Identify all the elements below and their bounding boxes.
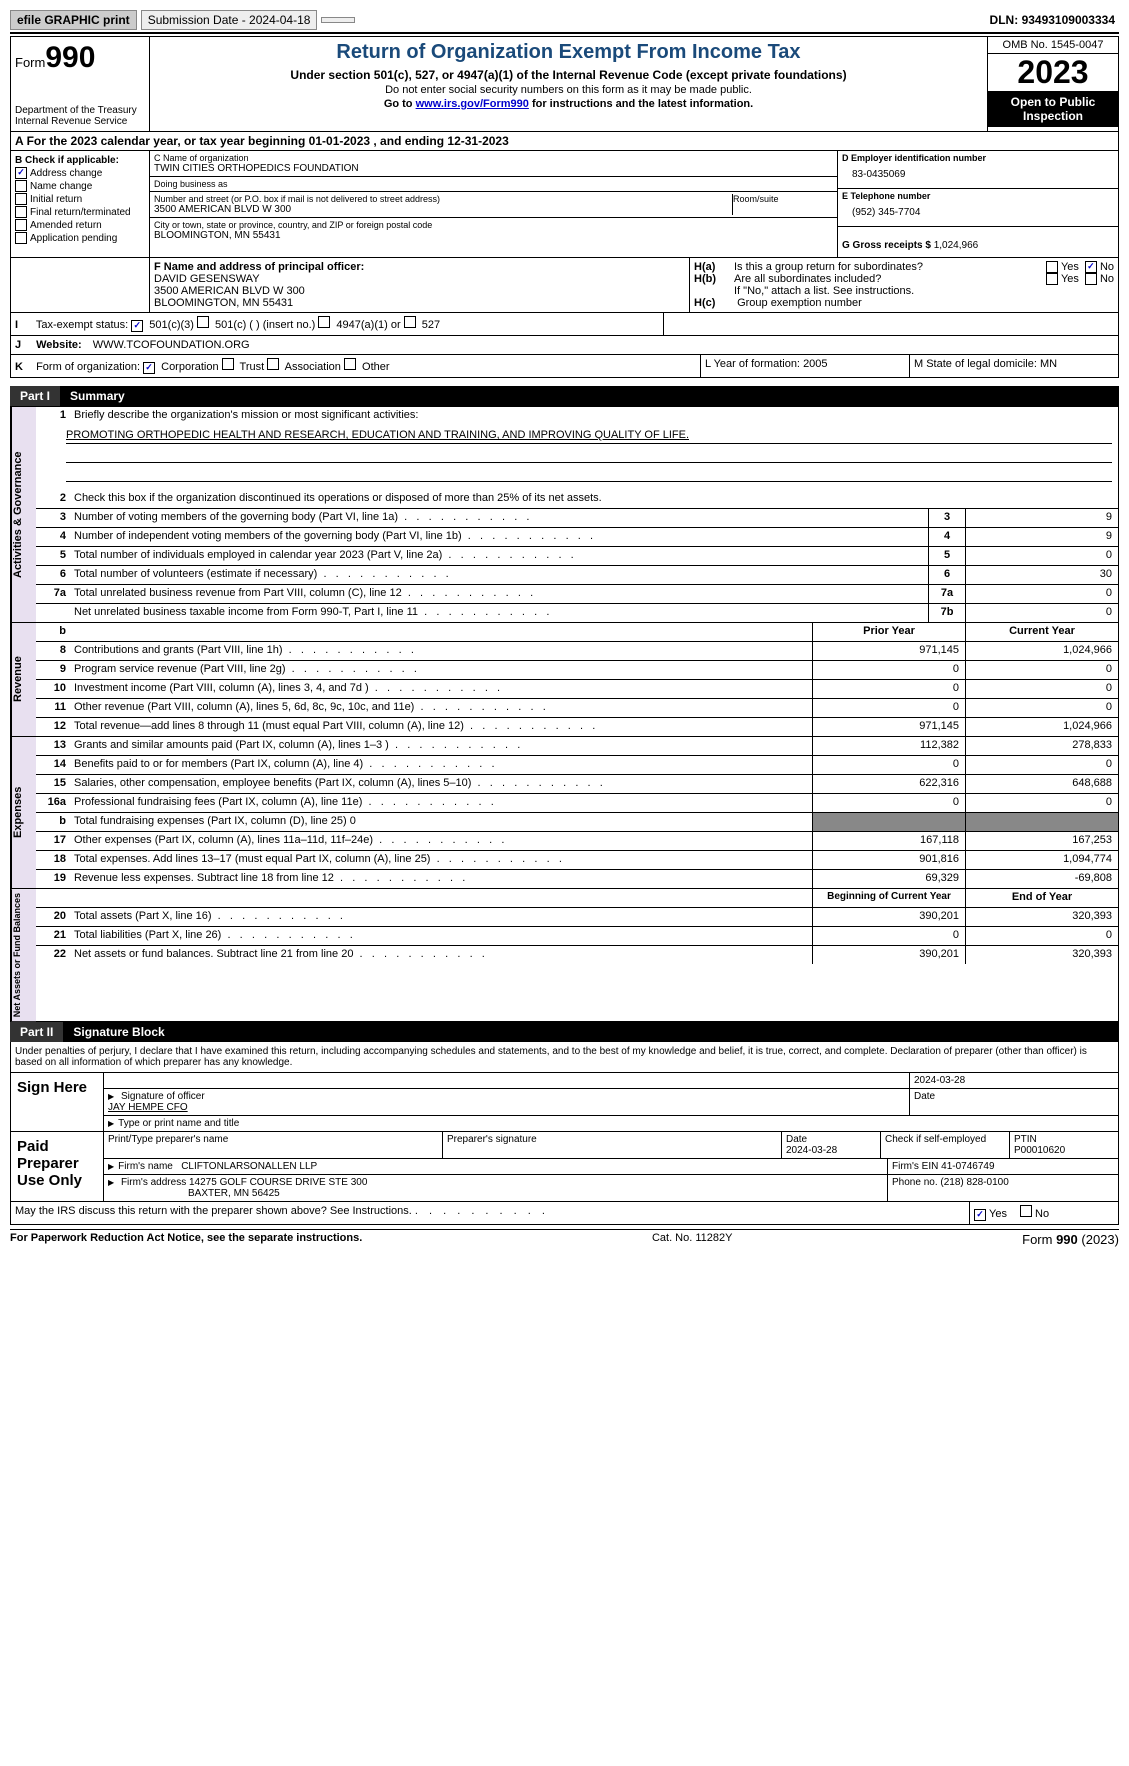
instructions-note: Go to www.irs.gov/Form990 for instructio…: [154, 98, 983, 110]
table-row: 17Other expenses (Part IX, column (A), l…: [36, 832, 1118, 851]
website-row: J Website: WWW.TCOFOUNDATION.ORG: [10, 336, 1119, 355]
checkbox-row: Address change: [15, 167, 145, 179]
table-row: 16aProfessional fundraising fees (Part I…: [36, 794, 1118, 813]
tax-status-checkbox[interactable]: [131, 320, 143, 332]
checkbox-label: Initial return: [30, 194, 82, 205]
table-row: 14Benefits paid to or for members (Part …: [36, 756, 1118, 775]
table-row: 4Number of independent voting members of…: [36, 528, 1118, 547]
discuss-yes-checkbox[interactable]: [974, 1209, 986, 1221]
table-row: 3Number of voting members of the governi…: [36, 509, 1118, 528]
checkbox[interactable]: [15, 180, 27, 192]
table-row: 22Net assets or fund balances. Subtract …: [36, 946, 1118, 964]
instructions-link[interactable]: www.irs.gov/Form990: [416, 98, 529, 110]
checkbox-label: Name change: [30, 181, 92, 192]
table-row: 6Total number of volunteers (estimate if…: [36, 566, 1118, 585]
city-cell: City or town, state or province, country…: [150, 218, 837, 243]
checkbox-label: Application pending: [30, 233, 117, 244]
form-title: Return of Organization Exempt From Incom…: [154, 41, 983, 64]
table-row: 7aTotal unrelated business revenue from …: [36, 585, 1118, 604]
table-row: Net unrelated business taxable income fr…: [36, 604, 1118, 622]
principal-officer: F Name and address of principal officer:…: [150, 258, 690, 312]
top-bar: efile GRAPHIC print Submission Date - 20…: [10, 10, 1119, 34]
form-org-row: K Form of organization: Corporation Trus…: [10, 355, 1119, 378]
mission-text: PROMOTING ORTHOPEDIC HEALTH AND RESEARCH…: [36, 425, 1118, 490]
checkbox-label: Address change: [30, 168, 102, 179]
tax-status-checkbox[interactable]: [197, 316, 209, 328]
paid-preparer-block: Paid Preparer Use Only Print/Type prepar…: [10, 1132, 1119, 1202]
part-i-header: Part ISummary: [10, 386, 1119, 406]
table-row: bTotal fundraising expenses (Part IX, co…: [36, 813, 1118, 832]
checkbox-row: Application pending: [15, 232, 145, 244]
dept-label: Department of the Treasury Internal Reve…: [15, 105, 145, 127]
phone-cell: E Telephone number (952) 345-7704: [838, 189, 1118, 227]
discuss-row: May the IRS discuss this return with the…: [10, 1202, 1119, 1225]
table-row: 10Investment income (Part VIII, column (…: [36, 680, 1118, 699]
dba-cell: Doing business as: [150, 177, 837, 192]
ein-cell: D Employer identification number 83-0435…: [838, 151, 1118, 189]
tax-year-line: A For the 2023 calendar year, or tax yea…: [10, 132, 1119, 151]
checkbox-label: Amended return: [30, 220, 102, 231]
table-row: 13Grants and similar amounts paid (Part …: [36, 737, 1118, 756]
checkbox[interactable]: [15, 167, 27, 179]
table-row: 12Total revenue—add lines 8 through 11 (…: [36, 718, 1118, 736]
website-link[interactable]: WWW.TCOFOUNDATION.ORG: [93, 339, 250, 351]
page-footer: For Paperwork Reduction Act Notice, see …: [10, 1229, 1119, 1247]
checkbox[interactable]: [15, 193, 27, 205]
checkbox[interactable]: [15, 219, 27, 231]
form-subtitle: Under section 501(c), 527, or 4947(a)(1)…: [154, 68, 983, 82]
table-row: 20Total assets (Part X, line 16)390,2013…: [36, 908, 1118, 927]
expenses-table: Expenses 13Grants and similar amounts pa…: [10, 737, 1119, 889]
checkbox-row: Name change: [15, 180, 145, 192]
checkbox-label: Final return/terminated: [30, 207, 131, 218]
ssn-note: Do not enter social security numbers on …: [154, 84, 983, 96]
form-header: Form990 Department of the Treasury Inter…: [10, 36, 1119, 132]
checkbox-row: Amended return: [15, 219, 145, 231]
checkbox[interactable]: [15, 232, 27, 244]
table-row: 8Contributions and grants (Part VIII, li…: [36, 642, 1118, 661]
tax-status-checkbox[interactable]: [318, 316, 330, 328]
org-form-checkbox[interactable]: [143, 362, 155, 374]
officer-group-row: F Name and address of principal officer:…: [10, 258, 1119, 313]
dln: DLN: 93493109003334: [990, 13, 1115, 27]
box-b: B Check if applicable: Address changeNam…: [11, 151, 150, 257]
sign-here-block: Sign Here 2024-03-28 Signature of office…: [10, 1073, 1119, 1132]
submission-date: Submission Date - 2024-04-18: [141, 10, 318, 30]
hb-yes-checkbox[interactable]: [1046, 273, 1058, 285]
org-name-cell: C Name of organization TWIN CITIES ORTHO…: [150, 151, 837, 177]
efile-button[interactable]: efile GRAPHIC print: [10, 10, 137, 30]
inspection-badge: Open to Public Inspection: [988, 91, 1118, 127]
org-form-checkbox[interactable]: [344, 358, 356, 370]
ha-yes-checkbox[interactable]: [1046, 261, 1058, 273]
tax-status-checkbox[interactable]: [404, 316, 416, 328]
org-form-checkbox[interactable]: [222, 358, 234, 370]
table-row: 5Total number of individuals employed in…: [36, 547, 1118, 566]
form-number: Form990: [15, 41, 145, 75]
table-row: 11Other revenue (Part VIII, column (A), …: [36, 699, 1118, 718]
netassets-table: Net Assets or Fund Balances Beginning of…: [10, 889, 1119, 1022]
spacer: [321, 17, 355, 23]
declaration-text: Under penalties of perjury, I declare th…: [10, 1042, 1119, 1073]
checkbox-row: Initial return: [15, 193, 145, 205]
identity-section: B Check if applicable: Address changeNam…: [10, 151, 1119, 258]
gross-receipts-cell: G Gross receipts $ 1,024,966: [838, 227, 1118, 257]
part-ii-header: Part IISignature Block: [10, 1022, 1119, 1042]
table-row: 15Salaries, other compensation, employee…: [36, 775, 1118, 794]
table-row: 21Total liabilities (Part X, line 26)00: [36, 927, 1118, 946]
checkbox[interactable]: [15, 206, 27, 218]
street-cell: Number and street (or P.O. box if mail i…: [150, 192, 837, 218]
tax-status-row: I Tax-exempt status: 501(c)(3) 501(c) ( …: [10, 313, 1119, 336]
group-return: H(a) Is this a group return for subordin…: [690, 258, 1118, 312]
discuss-no-checkbox[interactable]: [1020, 1205, 1032, 1217]
table-row: 18Total expenses. Add lines 13–17 (must …: [36, 851, 1118, 870]
revenue-table: Revenue b Prior Year Current Year 8Contr…: [10, 623, 1119, 737]
ha-no-checkbox[interactable]: [1085, 261, 1097, 273]
table-row: 19Revenue less expenses. Subtract line 1…: [36, 870, 1118, 888]
hb-no-checkbox[interactable]: [1085, 273, 1097, 285]
tax-year: 2023: [988, 54, 1118, 91]
table-row: 9Program service revenue (Part VIII, lin…: [36, 661, 1118, 680]
omb-number: OMB No. 1545-0047: [988, 37, 1118, 54]
governance-table: Activities & Governance 1 Briefly descri…: [10, 406, 1119, 623]
org-form-checkbox[interactable]: [267, 358, 279, 370]
checkbox-row: Final return/terminated: [15, 206, 145, 218]
